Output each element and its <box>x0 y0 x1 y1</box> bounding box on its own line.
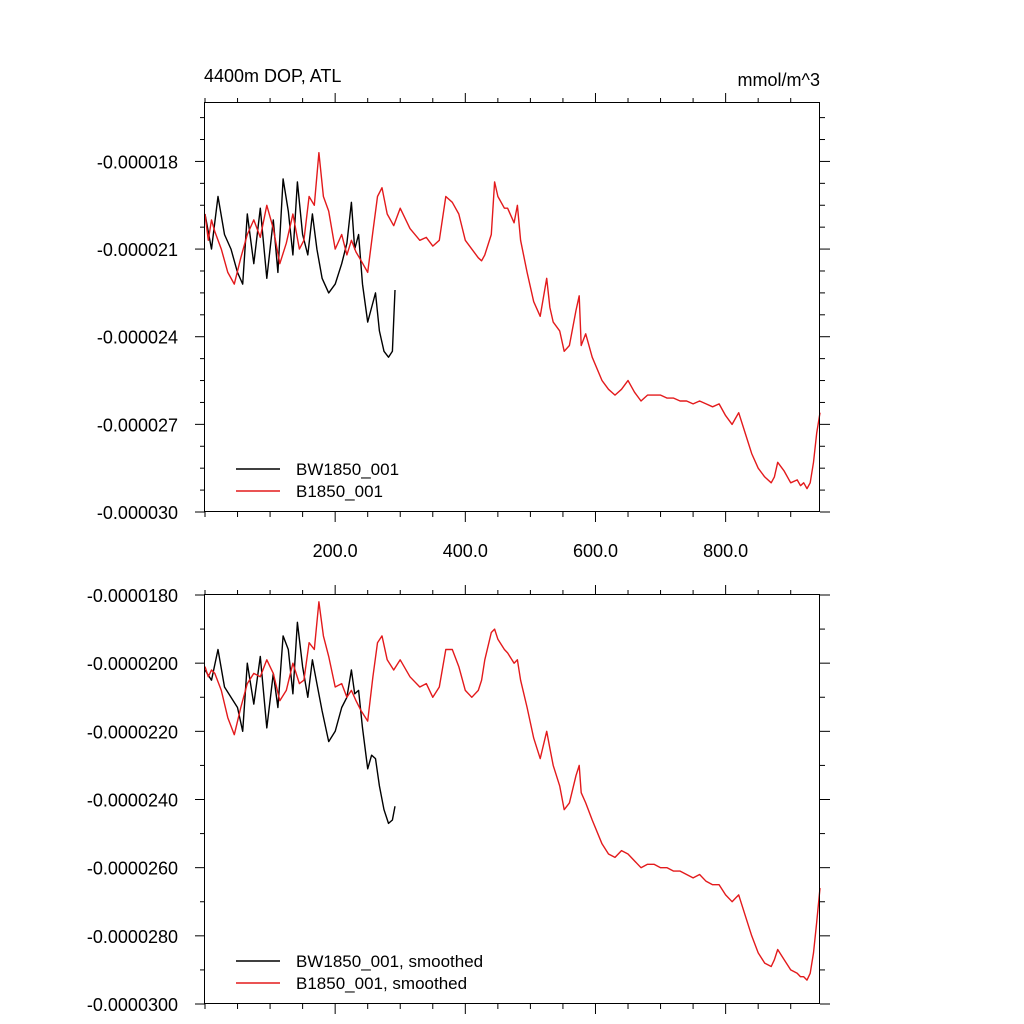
y-tick-label: -0.000030 <box>97 503 178 523</box>
bottom-legend: BW1850_001, smoothed B1850_001, smoothed <box>236 952 483 993</box>
chart-title: 4400m DOP, ATL <box>204 66 341 86</box>
y-tick-label: -0.0000220 <box>87 722 178 742</box>
y-tick-label: -0.000027 <box>97 415 178 435</box>
top-series-lines <box>204 151 821 490</box>
top-x-tick-labels: 200.0 400.0 600.0 800.0 <box>313 541 749 561</box>
series-line-bw1850 <box>204 178 396 358</box>
x-tick-label: 200.0 <box>313 541 358 561</box>
units-label: mmol/m^3 <box>738 70 820 90</box>
top-axis-ticks <box>195 93 830 522</box>
legend-label-bw1850-smoothed: BW1850_001, smoothed <box>296 952 483 971</box>
top-legend: BW1850_001 B1850_001 <box>236 460 399 501</box>
series-line-b1850 <box>204 151 821 490</box>
series-line-bw1850 <box>204 621 396 825</box>
top-panel: 4400m DOP, ATL mmol/m^3 -0.000018-0.0000… <box>97 66 830 561</box>
y-tick-label: -0.0000180 <box>87 586 178 606</box>
y-tick-label: -0.0000200 <box>87 654 178 674</box>
legend-label-b1850: B1850_001 <box>296 482 383 501</box>
x-tick-label: 400.0 <box>443 541 488 561</box>
series-line-b1850 <box>204 601 821 981</box>
top-plot-frame <box>204 102 820 512</box>
legend-label-bw1850: BW1850_001 <box>296 460 399 479</box>
bottom-y-tick-labels: -0.0000180 -0.0000200 -0.0000220 -0.0000240… <box>87 586 178 1015</box>
y-tick-label: -0.000024 <box>97 328 178 348</box>
y-tick-label: -0.0000260 <box>87 859 178 879</box>
y-tick-label: -0.0000280 <box>87 927 178 947</box>
x-tick-label: 600.0 <box>573 541 618 561</box>
y-tick-label: -0.000021 <box>97 240 178 260</box>
legend-label-b1850-smoothed: B1850_001, smoothed <box>296 974 467 993</box>
bottom-panel: -0.0000180 -0.0000200 -0.0000220 -0.0000240… <box>87 585 830 1015</box>
bottom-series-lines <box>204 601 821 981</box>
x-tick-label: 800.0 <box>703 541 748 561</box>
top-y-tick-labels: -0.000018 -0.000021 -0.000024 -0.000027 -0.0… <box>97 152 178 523</box>
y-tick-label: -0.0000240 <box>87 791 178 811</box>
bottom-axis-ticks <box>195 585 830 1014</box>
y-tick-label: -0.0000300 <box>87 995 178 1015</box>
y-tick-label: -0.000018 <box>97 152 178 172</box>
bottom-plot-frame <box>204 594 820 1004</box>
